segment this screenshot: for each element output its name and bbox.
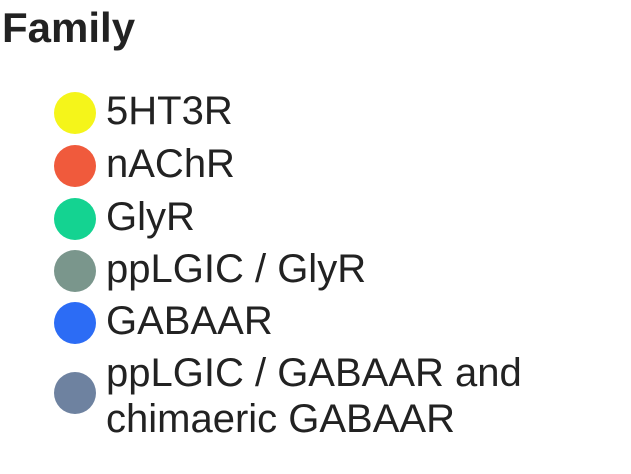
legend-item-gabaar: GABAAR: [54, 298, 624, 348]
legend-item-pplgic-gabaar-chimaeric: ppLGIC / GABAAR and chimaeric GABAAR: [54, 350, 624, 450]
circle-swatch-icon: [54, 372, 96, 414]
circle-swatch-icon: [54, 198, 96, 240]
legend-item-pplgic-glyr: ppLGIC / GlyR: [54, 246, 624, 296]
legend-item-label: GlyR: [106, 195, 195, 239]
legend-title: Family: [2, 4, 136, 51]
circle-swatch-icon: [54, 145, 96, 187]
circle-swatch-icon: [54, 250, 96, 292]
legend-item-label: ppLGIC / GlyR: [106, 247, 367, 291]
legend-item-label: ppLGIC / GABAAR and chimaeric GABAAR: [106, 351, 522, 441]
legend-item-label: GABAAR: [106, 299, 273, 343]
circle-swatch-icon: [54, 92, 96, 134]
legend-item-label: nAChR: [106, 142, 235, 186]
legend-item-5ht3r: 5HT3R: [54, 88, 624, 138]
legend-item-label: 5HT3R: [106, 89, 233, 133]
circle-swatch-icon: [54, 302, 96, 344]
legend-item-nachr: nAChR: [54, 141, 624, 191]
legend-item-glyr: GlyR: [54, 194, 624, 244]
